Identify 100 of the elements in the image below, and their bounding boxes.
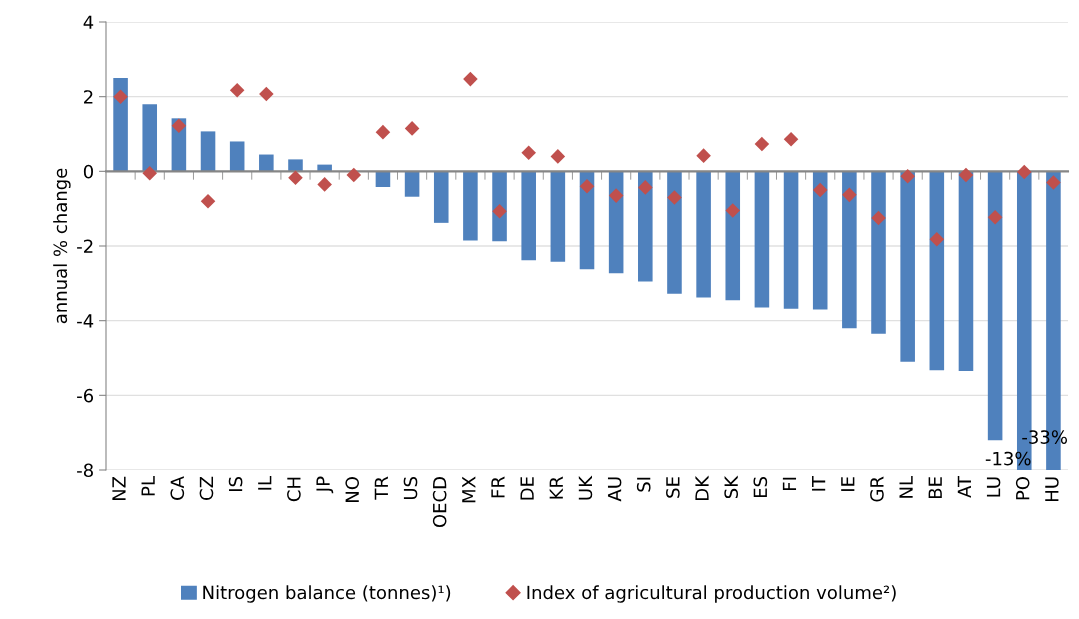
bar (142, 104, 158, 172)
bar (375, 171, 391, 188)
x-tick-label: CH (287, 477, 301, 502)
bar (958, 171, 974, 372)
x-tick-label: AU (607, 477, 622, 502)
point (1016, 164, 1032, 180)
y-axis-title: annual % change (53, 168, 71, 324)
point (842, 187, 857, 203)
point (871, 210, 886, 226)
x-tick-label: AT (957, 475, 971, 498)
bar (288, 159, 303, 172)
x-tick-label: GR (870, 476, 884, 502)
bar (463, 171, 478, 241)
point (229, 83, 245, 98)
x-tick-label: CZ (199, 476, 214, 500)
y-tick-label: 2 (84, 90, 93, 104)
bar (579, 171, 595, 270)
point (638, 180, 653, 195)
bar (638, 171, 653, 282)
bar (783, 171, 799, 309)
x-tick-label: KR (549, 476, 563, 499)
y-tick-label: -2 (77, 239, 93, 253)
x-tick-label: ES (753, 477, 768, 498)
point (929, 232, 945, 247)
x-tick-label: CA (170, 476, 185, 500)
point (1046, 175, 1061, 190)
bar (871, 171, 886, 334)
x-tick-label: FR (491, 476, 505, 498)
point (812, 182, 828, 198)
bar (812, 171, 828, 310)
x-tick-label: JP (316, 476, 334, 494)
legend-label: Index of agricultural production volume²) (527, 585, 896, 603)
point (259, 86, 274, 102)
x-tick-label: FI (782, 477, 797, 490)
x-tick-label: LU (986, 477, 1001, 497)
point (288, 170, 303, 185)
point (171, 118, 187, 134)
point (696, 148, 711, 163)
bar (113, 78, 128, 172)
x-tick-label: SE (666, 477, 680, 498)
bar (667, 171, 682, 294)
bar (259, 154, 274, 172)
x-tick-label: DK (695, 475, 709, 500)
x-tick-label: IS (228, 477, 243, 492)
point (754, 136, 770, 152)
point (579, 178, 595, 194)
bar (900, 171, 915, 362)
bar (842, 171, 857, 329)
point (608, 188, 624, 203)
y-tick-label: 4 (83, 15, 94, 29)
x-tick-label: IL (258, 476, 272, 490)
point (200, 193, 216, 209)
point (667, 190, 682, 205)
point (375, 124, 391, 140)
point (346, 167, 362, 183)
bar (433, 171, 449, 223)
point (492, 204, 507, 219)
legend-label: Nitrogen balance (tonnes)¹) (203, 585, 451, 603)
bar (929, 171, 945, 371)
bar (608, 171, 624, 274)
y-tick-label: -6 (77, 388, 94, 403)
x-tick-label: PO (1015, 477, 1030, 500)
x-tick-label: OECD (432, 477, 447, 528)
x-tick-label: IE (841, 477, 855, 491)
point (463, 71, 478, 87)
x-tick-label: SI (636, 477, 651, 492)
x-tick-label: NO (345, 477, 360, 502)
point (550, 149, 566, 164)
point (404, 121, 420, 136)
bar (550, 171, 566, 262)
bar (696, 171, 711, 298)
x-tick-label: UK (578, 475, 593, 500)
x-tick-label: IT (812, 475, 826, 491)
x-tick-label: NZ (112, 476, 126, 501)
bar (200, 131, 216, 172)
y-tick-label: -4 (77, 314, 94, 328)
point (142, 165, 158, 181)
x-tick-label: MX (462, 476, 476, 503)
x-tick-label: BE (928, 477, 942, 499)
bar (229, 141, 245, 172)
point (521, 145, 536, 160)
y-tick-label: -8 (77, 463, 93, 478)
bar (754, 171, 770, 308)
point (725, 203, 741, 218)
x-tick-label: NL (899, 476, 913, 498)
bar (725, 171, 741, 301)
point (783, 131, 799, 147)
bar (521, 171, 536, 261)
y-tick-label: 0 (83, 164, 93, 179)
bar (987, 171, 1003, 441)
point (958, 167, 974, 183)
x-tick-label: DE (520, 477, 534, 500)
x-tick-label: HU (1045, 477, 1059, 502)
x-tick-label: PL (141, 476, 155, 496)
bar (404, 171, 420, 197)
x-tick-label: SK (724, 475, 738, 499)
point (987, 209, 1003, 225)
x-tick-label: US (403, 477, 418, 500)
point (113, 89, 128, 104)
point (317, 177, 332, 192)
